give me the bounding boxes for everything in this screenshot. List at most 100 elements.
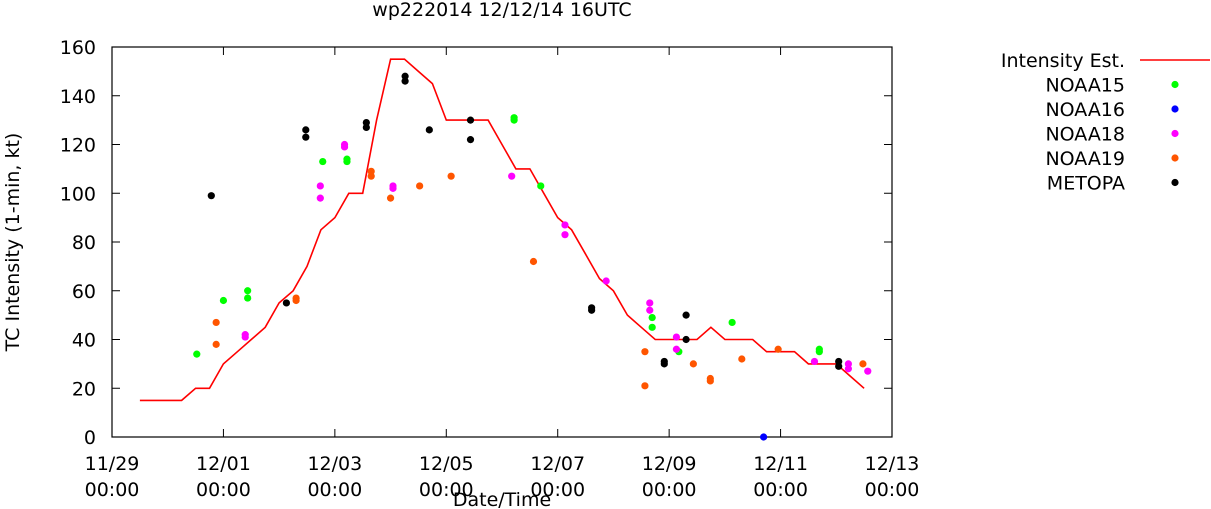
data-point-noaa19 [447, 172, 455, 180]
y-tick-label: 100 [60, 183, 96, 205]
legend-label: NOAA15 [1045, 75, 1125, 97]
data-point-metopa [282, 299, 291, 307]
x-tick-label: 12/01 [196, 453, 251, 475]
data-point-noaa19 [738, 355, 746, 363]
legend-swatch-dot [1171, 178, 1179, 187]
legend-label: NOAA16 [1045, 99, 1125, 121]
data-point-noaa15 [510, 116, 518, 124]
data-point-noaa19 [529, 257, 538, 266]
x-tick-label: 11/29 [85, 453, 140, 475]
data-point-noaa18 [844, 365, 852, 373]
data-point-noaa19 [212, 340, 220, 348]
data-point-noaa19 [292, 296, 300, 305]
data-point-metopa [835, 362, 843, 370]
legend-label: NOAA18 [1045, 124, 1125, 146]
x-tick-label: 00:00 [642, 479, 697, 501]
data-point-noaa19 [859, 360, 867, 368]
data-point-metopa [682, 335, 690, 344]
x-tick-label: 00:00 [753, 479, 808, 501]
y-tick-label: 40 [72, 330, 96, 352]
x-tick-label: 12/03 [307, 453, 362, 475]
data-point-noaa19 [416, 182, 424, 190]
y-tick-label: 160 [60, 37, 96, 59]
data-point-noaa15 [343, 155, 351, 163]
data-point-noaa15 [244, 287, 252, 295]
data-point-noaa15 [244, 294, 252, 302]
intensity-line [139, 58, 865, 402]
x-tick-label: 12/13 [865, 453, 920, 475]
data-point-noaa18 [864, 367, 872, 375]
x-tick-label: 12/11 [753, 453, 808, 475]
data-point-metopa [302, 126, 310, 134]
x-tick-label: 00:00 [196, 479, 251, 501]
data-point-noaa18 [646, 299, 654, 307]
data-point-noaa18 [672, 345, 681, 353]
data-point-noaa19 [212, 318, 220, 327]
legend-label: NOAA19 [1045, 148, 1125, 170]
data-point-noaa18 [672, 333, 681, 341]
data-point-noaa18 [241, 331, 249, 339]
data-point-noaa19 [774, 345, 782, 353]
data-point-noaa19 [689, 360, 697, 368]
data-point-noaa15 [219, 296, 228, 305]
legend-swatch-dot [1171, 154, 1179, 162]
data-point-noaa18 [389, 182, 397, 190]
y-tick-label: 140 [60, 86, 96, 108]
x-tick-label: 12/09 [642, 453, 697, 475]
x-tick-label: 12/05 [419, 453, 474, 475]
y-tick-label: 20 [72, 378, 96, 400]
data-point-metopa [466, 136, 475, 144]
x-tick-label: 00:00 [85, 479, 140, 501]
data-point-metopa [362, 123, 370, 132]
data-point-noaa18 [646, 306, 654, 314]
y-tick-label: 120 [60, 135, 96, 157]
x-axis-label: Date/Time [453, 489, 551, 509]
x-tick-label: 00:00 [307, 479, 362, 501]
data-point-noaa19 [706, 377, 714, 385]
y-tick-label: 0 [84, 427, 96, 449]
y-tick-label: 80 [72, 232, 96, 254]
legend-label: METOPA [1047, 173, 1125, 195]
data-point-noaa18 [340, 140, 349, 149]
legend-swatch-dot [1171, 80, 1179, 89]
data-point-metopa [401, 77, 409, 85]
data-point-metopa [466, 116, 475, 124]
data-point-noaa16 [760, 433, 768, 441]
data-point-noaa15 [728, 318, 736, 327]
data-point-noaa15 [319, 157, 327, 166]
x-tick-label: 00:00 [865, 479, 920, 501]
y-tick-label: 60 [72, 281, 96, 303]
data-point-noaa15 [648, 323, 656, 331]
data-point-noaa18 [316, 194, 324, 202]
data-point-noaa15 [193, 350, 201, 358]
data-point-noaa18 [316, 182, 324, 190]
chart-title: wp222014 12/12/14 16UTC [372, 0, 631, 21]
data-point-metopa [588, 306, 596, 314]
data-point-noaa15 [537, 182, 545, 190]
x-tick-label: 00:00 [419, 479, 474, 501]
data-point-metopa [207, 192, 215, 200]
data-point-noaa18 [508, 172, 516, 180]
data-point-noaa18 [561, 231, 569, 239]
data-point-noaa18 [602, 277, 610, 285]
data-point-noaa19 [386, 194, 395, 202]
data-point-metopa [302, 133, 310, 141]
data-point-noaa18 [810, 357, 819, 366]
data-point-metopa [660, 360, 668, 368]
plot-frame [111, 46, 893, 438]
data-point-noaa19 [367, 172, 375, 180]
x-tick-label: 12/07 [530, 453, 585, 475]
y-axis-label: TC Intensity (1-min, kt) [2, 133, 24, 353]
data-point-metopa [682, 311, 690, 319]
data-point-metopa [425, 126, 433, 134]
x-tick-label: 00:00 [530, 479, 585, 501]
data-point-noaa19 [641, 348, 649, 356]
data-point-noaa15 [648, 313, 656, 322]
legend-label: Intensity Est. [1001, 50, 1125, 72]
data-point-noaa18 [561, 221, 569, 229]
data-point-noaa19 [641, 382, 649, 390]
legend-swatch-dot [1171, 129, 1179, 138]
legend-swatch-dot [1171, 105, 1179, 113]
